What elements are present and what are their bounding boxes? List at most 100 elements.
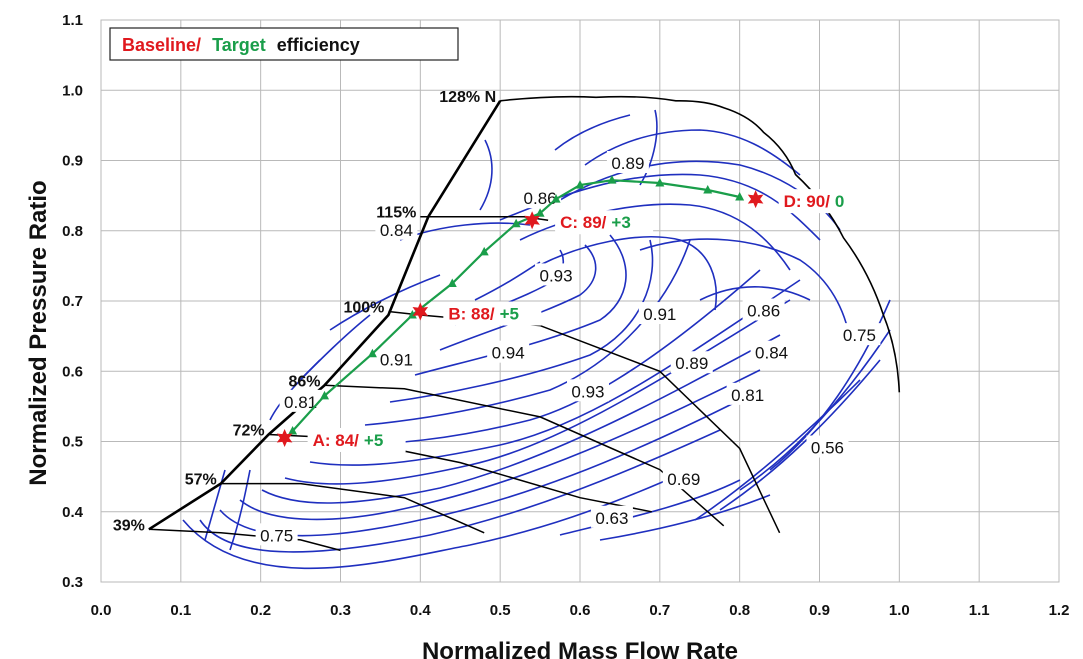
contour-label: 0.86 [524, 189, 557, 208]
contour-label: 0.93 [571, 382, 604, 401]
grid [100, 19, 1060, 583]
baseline-point-d [747, 190, 764, 209]
plot-frame [100, 19, 1060, 583]
baseline-point-c [524, 211, 540, 230]
point-baseline-value: C: 89/ [560, 213, 607, 232]
point-baseline-value: D: 90/ [784, 192, 831, 211]
contour-label: 0.93 [540, 266, 573, 285]
contour-line [204, 469, 226, 541]
y-tick-label: 0.4 [62, 504, 84, 521]
contour-label: 0.81 [284, 393, 317, 412]
x-tick-label: 0.9 [809, 602, 830, 619]
contour-label: 0.91 [380, 351, 413, 370]
contour-line [539, 236, 717, 311]
speed-line [220, 482, 485, 534]
contour-label-bg [255, 523, 298, 546]
target-marker [479, 246, 489, 256]
contour-line [199, 429, 721, 553]
x-tick-label: 1.0 [889, 602, 910, 619]
speed-line-label: 39% [113, 517, 145, 534]
legend-text: Baseline/ Target efficiency [122, 35, 360, 55]
contour-label: 0.89 [675, 354, 708, 373]
speed-line-labels: 128% N 115% 100% 86% 72% 57% 39% [113, 89, 496, 535]
contour-line [694, 379, 861, 521]
contour-label-bg [375, 347, 418, 370]
legend-box: Baseline/ Target efficiency [109, 27, 459, 61]
x-tick-label: 0.7 [649, 602, 670, 619]
contour-label-bg [726, 382, 769, 405]
contour-line [414, 234, 627, 376]
legend-frame [109, 27, 459, 61]
point-label-c: C: 89/+3 [560, 213, 631, 232]
contour-line [309, 279, 801, 466]
contour-label-bg [838, 323, 881, 346]
point-target-delta: +5 [364, 431, 383, 450]
contour-label-bg [279, 389, 322, 412]
target-marker [367, 348, 377, 358]
x-tick-label: 1.2 [1049, 602, 1070, 619]
target-marker [288, 425, 298, 435]
x-tick-label: 0.8 [729, 602, 750, 619]
target-marker [320, 390, 330, 400]
x-tick-label: 0.5 [490, 602, 511, 619]
baseline-point-b [412, 302, 429, 321]
contour-label-bg [670, 351, 713, 374]
contour-line [389, 239, 654, 403]
contour-line [329, 274, 441, 331]
x-tick-label: 0.6 [570, 602, 591, 619]
contour-label: 0.75 [260, 526, 293, 545]
target-marker [575, 180, 585, 189]
point-label-bg [778, 189, 877, 214]
speed-line [420, 215, 549, 221]
point-label-bg [443, 301, 542, 326]
contour-label-bg [566, 379, 609, 402]
baseline-point-a [276, 429, 293, 447]
speed-line-label: 72% [233, 422, 265, 439]
tick-labels: 0.0 0.1 0.2 0.3 0.4 0.5 0.6 0.7 0.8 0.9 1.0 1.1 1.2 0… [62, 12, 1069, 619]
contour-label: 0.94 [492, 344, 525, 363]
baseline-points: A: 84/+5B: 88/+5C: 89/+3D: 90/0 [276, 189, 877, 452]
contour-line [639, 109, 658, 186]
contour-label-bg [375, 217, 418, 240]
target-marker [607, 175, 617, 184]
contour-label: 0.81 [731, 386, 764, 405]
contour-label: 0.63 [595, 509, 628, 528]
y-tick-label: 0.7 [62, 293, 83, 310]
contour-lines [182, 109, 891, 570]
contour-line [559, 479, 741, 536]
contour-line [584, 129, 801, 176]
contour-line [261, 334, 781, 504]
contour-label: 0.89 [611, 154, 644, 173]
speed-line-label: 100% [343, 300, 384, 317]
x-tick-label: 0.2 [250, 602, 271, 619]
y-tick-label: 0.8 [62, 223, 83, 240]
point-label-a: A: 84/+5 [313, 431, 384, 450]
x-tick-label: 0.3 [330, 602, 351, 619]
contour-line [239, 369, 761, 521]
x-tick-label: 0.4 [410, 602, 432, 619]
y-tick-label: 1.0 [62, 82, 83, 99]
contour-label-bg [806, 435, 849, 458]
target-marker [511, 218, 521, 228]
choke-line [500, 95, 901, 393]
contour-line [364, 239, 691, 426]
contour-line [599, 494, 771, 541]
y-tick-label: 0.6 [62, 363, 83, 380]
point-baseline-value: A: 84/ [313, 431, 360, 450]
contour-label: 0.84 [380, 221, 413, 240]
contour-line [439, 244, 597, 351]
target-marker [407, 310, 417, 319]
contour-label: 0.56 [811, 439, 844, 458]
contour-label-bg [662, 467, 705, 490]
contour-line [719, 359, 881, 511]
target-markers [288, 175, 745, 435]
contour-line [474, 261, 541, 301]
y-tick-label: 1.1 [62, 12, 83, 29]
legend-target: Target [212, 35, 266, 55]
point-label-d: D: 90/0 [784, 192, 845, 211]
contour-label: 0.86 [747, 302, 780, 321]
x-tick-label: 0.0 [91, 602, 112, 619]
contour-label: 0.75 [843, 326, 876, 345]
